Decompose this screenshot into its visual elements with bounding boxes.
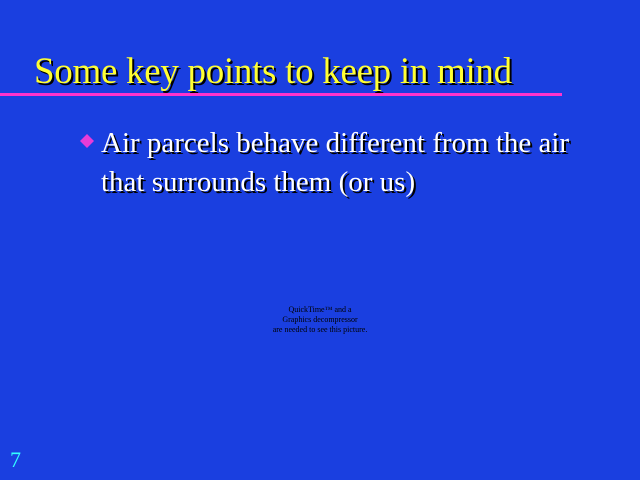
diamond-bullet-icon xyxy=(80,134,94,148)
placeholder-line-1: QuickTime™ and a xyxy=(288,305,352,314)
title-underline xyxy=(0,93,562,96)
page-number: 7 xyxy=(10,447,21,472)
slide-title: Some key points to keep in mind xyxy=(34,51,512,92)
placeholder-line-2: Graphics decompressor xyxy=(282,315,358,324)
bullet-text: Air parcels behave different from the ai… xyxy=(101,127,570,198)
quicktime-missing-image-placeholder: QuickTime™ and a Graphics decompressor a… xyxy=(240,305,400,335)
placeholder-line-3: are needed to see this picture. xyxy=(272,325,368,334)
